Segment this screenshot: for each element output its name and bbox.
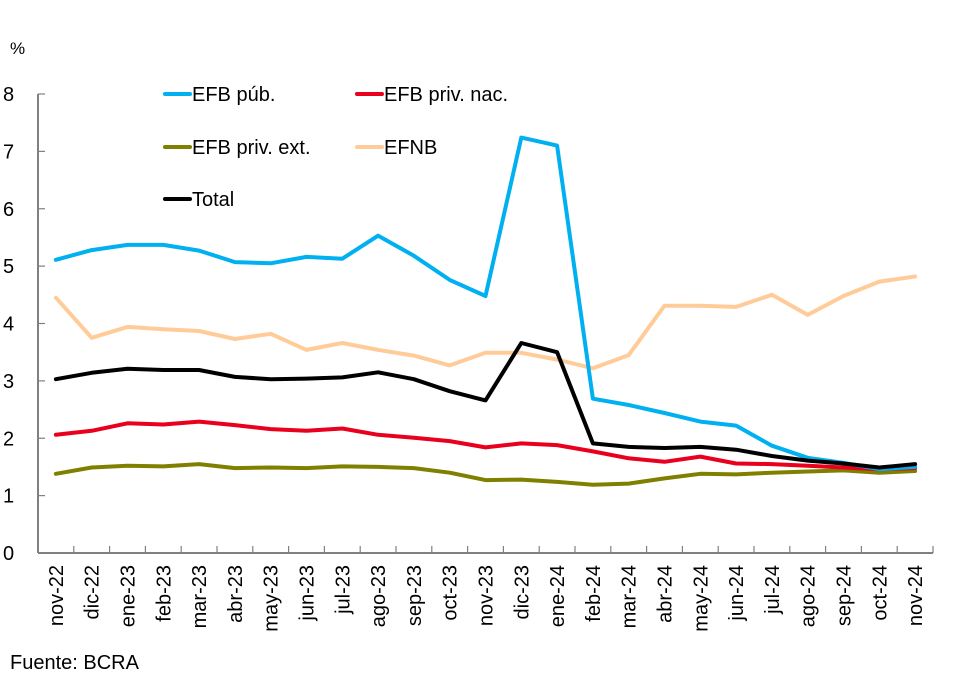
x-tick-label: jun-23 xyxy=(297,565,319,622)
x-tick-label: nov-22 xyxy=(46,565,68,626)
legend-item: EFNB xyxy=(355,137,437,159)
legend-item: Total xyxy=(163,189,234,211)
y-tick-label: 4 xyxy=(3,314,14,336)
x-axis: nov-22 dic-22 ene-23 feb-23 mar-23 abr-23 may-… xyxy=(37,546,934,632)
x-tick-label: sep-23 xyxy=(404,565,426,626)
x-tick-label: jul-23 xyxy=(332,565,354,615)
series-line-efb-p-b xyxy=(53,135,918,472)
x-tick-label: may-23 xyxy=(261,565,283,632)
series-line-total xyxy=(53,341,918,470)
y-tick-label: 8 xyxy=(3,84,14,106)
x-tick-label: mar-23 xyxy=(189,565,211,628)
series-line-efb-priv-nac xyxy=(53,419,918,472)
x-tick-label: dic-23 xyxy=(511,565,533,619)
legend-item: EFB priv. nac. xyxy=(355,84,508,106)
y-tick-label: 7 xyxy=(3,141,14,163)
legend-label: EFB priv. ext. xyxy=(192,137,311,159)
x-tick-label: mar-24 xyxy=(619,565,641,628)
legend-label: Total xyxy=(192,189,234,211)
x-tick-label: ago-24 xyxy=(798,565,820,627)
x-tick-label: may-24 xyxy=(690,565,712,632)
y-tick-label: 2 xyxy=(3,428,14,450)
x-tick-label: oct-24 xyxy=(869,565,891,621)
y-tick-label: 0 xyxy=(3,543,14,565)
x-tick-label: ene-24 xyxy=(547,565,569,627)
y-axis: 0 1 2 3 4 5 6 7 8 xyxy=(3,84,45,565)
legend-label: EFNB xyxy=(384,137,437,159)
x-tick-label: abr-24 xyxy=(655,565,677,623)
series-line-efb-priv-ext xyxy=(53,462,918,487)
y-tick-label: 5 xyxy=(3,256,14,278)
legend-item: EFB priv. ext. xyxy=(163,137,311,159)
x-tick-label: ago-23 xyxy=(368,565,390,627)
x-tick-label: feb-23 xyxy=(153,565,175,622)
x-tick-label: dic-22 xyxy=(82,565,104,619)
x-tick-label: nov-23 xyxy=(476,565,498,626)
x-tick-label: ene-23 xyxy=(118,565,140,627)
x-tick-label: nov-24 xyxy=(905,565,927,626)
y-tick-label: 6 xyxy=(3,199,14,221)
x-tick-label: oct-23 xyxy=(440,565,462,621)
y-tick-label: 1 xyxy=(3,486,14,508)
x-tick-label: jun-24 xyxy=(726,565,748,622)
legend: EFB púb. EFB priv. nac. EFB priv. ext. EFNB… xyxy=(163,84,508,211)
series-lines xyxy=(53,135,918,487)
legend-item: EFB púb. xyxy=(163,84,275,106)
y-axis-unit-label: % xyxy=(10,39,25,58)
x-tick-label: sep-24 xyxy=(834,565,856,626)
x-tick-label: feb-24 xyxy=(583,565,605,622)
source-note: Fuente: BCRA xyxy=(10,652,140,674)
legend-label: EFB púb. xyxy=(192,84,275,106)
y-tick-label: 3 xyxy=(3,371,14,393)
x-tick-label: abr-23 xyxy=(225,565,247,623)
x-tick-label: jul-24 xyxy=(762,565,784,615)
legend-label: EFB priv. nac. xyxy=(384,84,508,106)
series-line-efnb xyxy=(53,274,918,371)
